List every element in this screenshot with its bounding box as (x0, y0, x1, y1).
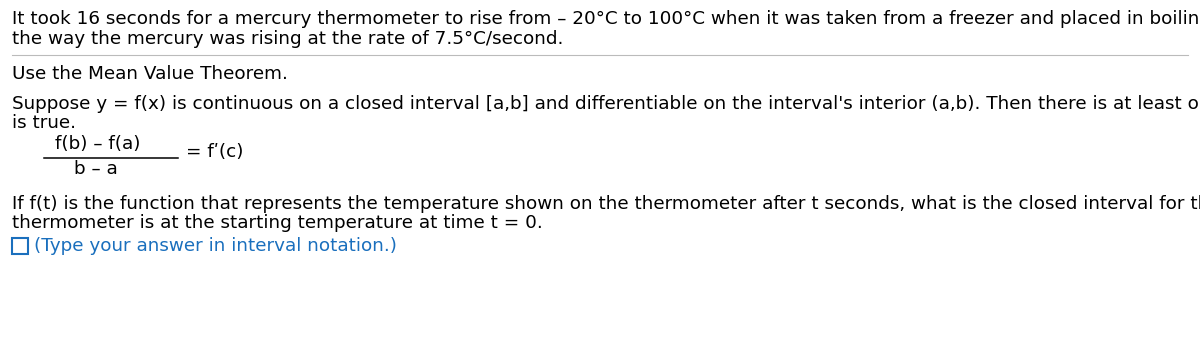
Text: = fʹ(c): = fʹ(c) (186, 143, 244, 161)
Text: Suppose y = f(x) is continuous on a closed interval [a,b] and differentiable on : Suppose y = f(x) is continuous on a clos… (12, 95, 1200, 113)
Text: f(b) – f(a): f(b) – f(a) (55, 135, 140, 153)
Text: (Type your answer in interval notation.): (Type your answer in interval notation.) (34, 237, 397, 255)
Text: the way the mercury was rising at the rate of 7.5°C/second.: the way the mercury was rising at the ra… (12, 30, 563, 48)
FancyBboxPatch shape (12, 238, 28, 254)
Text: thermometer is at the starting temperature at time t = 0.: thermometer is at the starting temperatu… (12, 214, 542, 232)
Text: It took 16 seconds for a mercury thermometer to rise from – 20°C to 100°C when i: It took 16 seconds for a mercury thermom… (12, 10, 1200, 28)
Text: Use the Mean Value Theorem.: Use the Mean Value Theorem. (12, 65, 288, 83)
Text: is true.: is true. (12, 114, 76, 132)
Text: If f(t) is the function that represents the temperature shown on the thermometer: If f(t) is the function that represents … (12, 195, 1200, 213)
Text: b – a: b – a (74, 160, 118, 178)
